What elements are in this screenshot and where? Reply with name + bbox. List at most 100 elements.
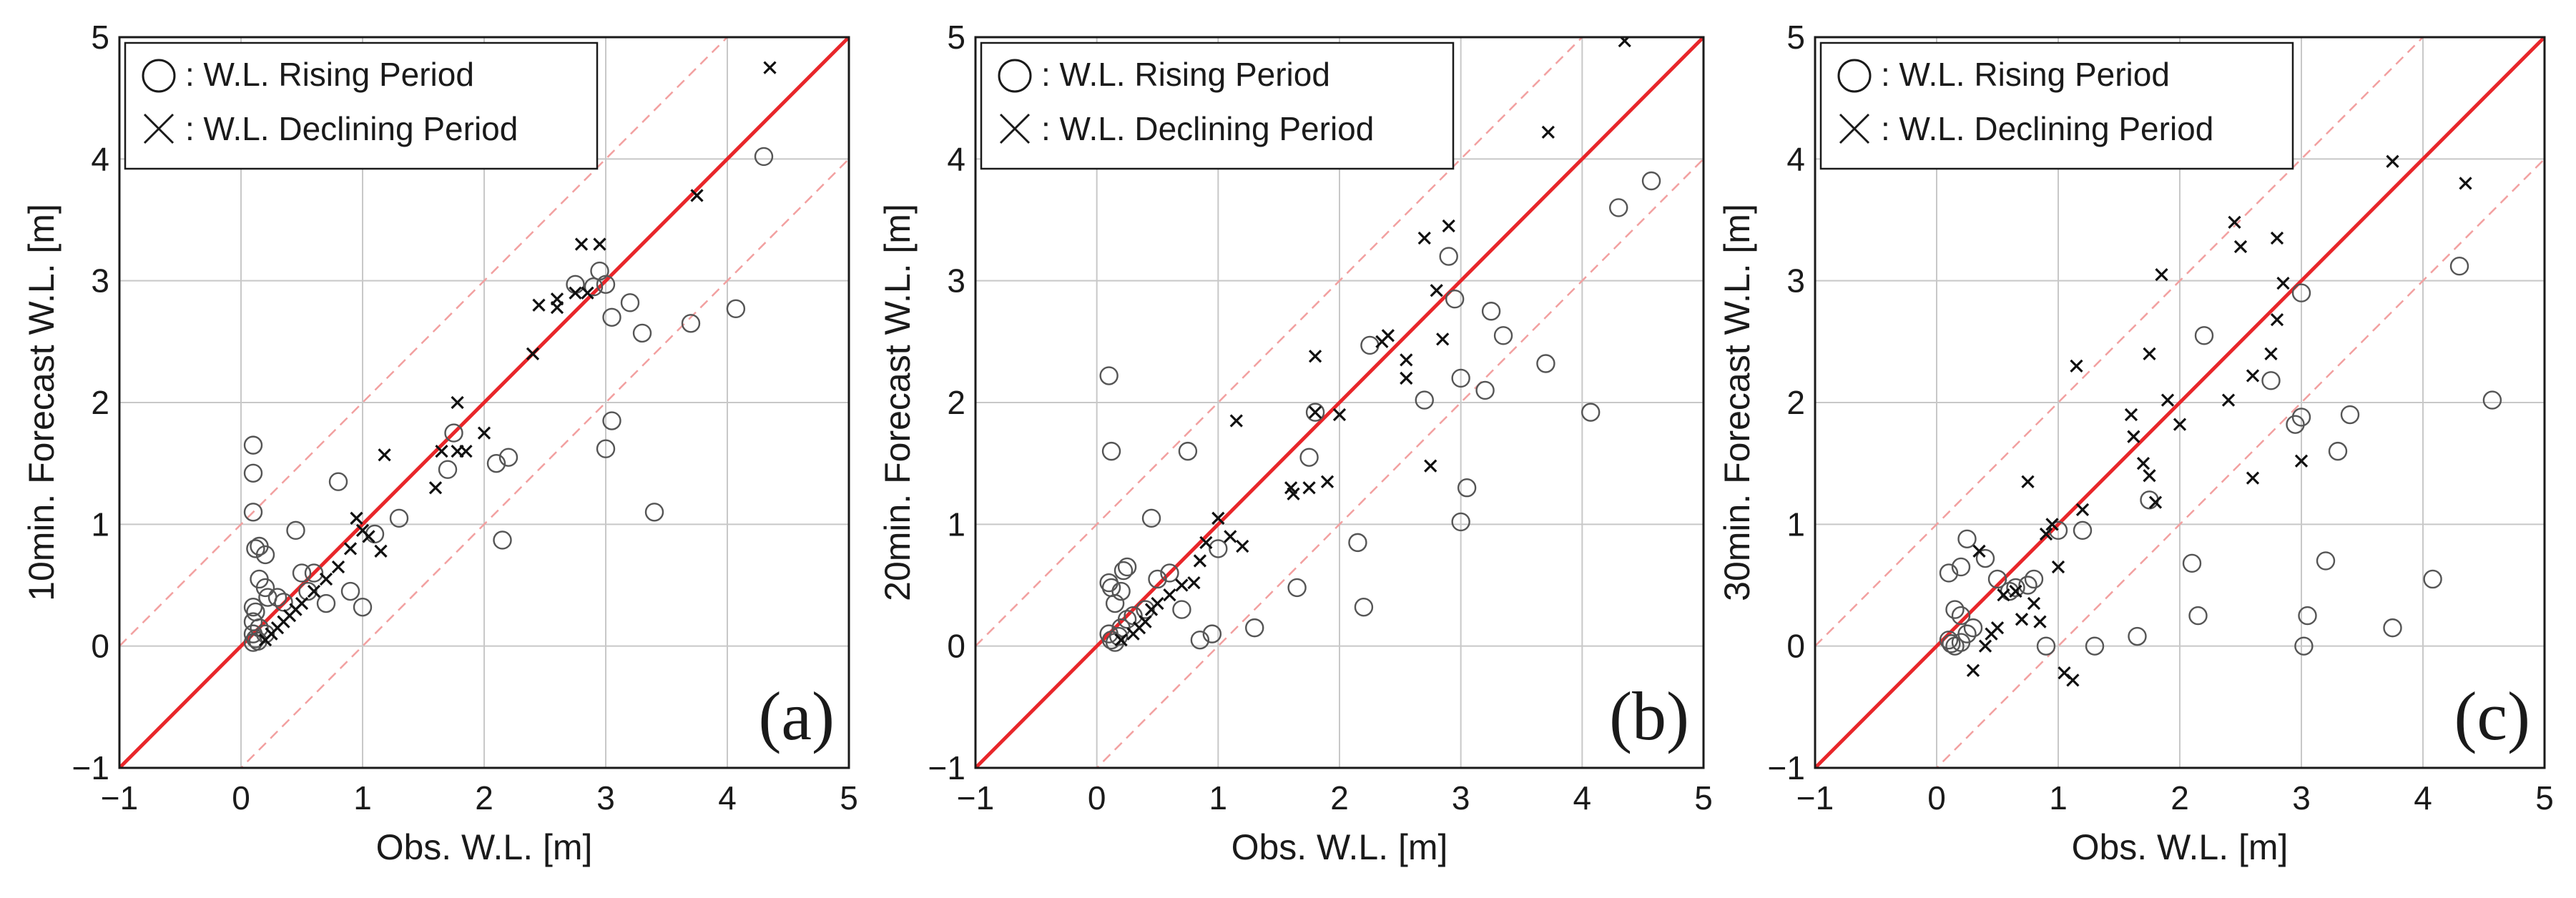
y-tick-label: 5 — [1786, 19, 1805, 56]
panel-label: (c) — [2454, 678, 2530, 754]
x-tick-label: 0 — [1088, 779, 1106, 816]
tick-labels: −1 0 1 2 3 4 5 −1 0 1 2 3 4 5 — [928, 19, 1713, 816]
data-point-rising — [340, 581, 360, 601]
x-axis-label: Obs. W.L. [m] — [1232, 827, 1448, 867]
x-tick-label: 5 — [1694, 779, 1713, 816]
data-point-declining — [2270, 313, 2284, 327]
data-point-rising — [243, 463, 263, 483]
x-tick-label: 5 — [2535, 779, 2554, 816]
series-declining — [1966, 154, 2472, 687]
series-rising — [1099, 171, 1661, 652]
x-tick-label: 1 — [2049, 779, 2068, 816]
data-point-rising — [1202, 624, 1222, 643]
data-point-declining — [1308, 350, 1322, 363]
y-tick-label: −1 — [928, 749, 965, 786]
data-point-declining — [550, 292, 564, 306]
data-point-declining — [2233, 240, 2248, 254]
data-point-declining — [307, 584, 321, 598]
data-point-rising — [2328, 441, 2348, 461]
data-point-declining — [2221, 393, 2236, 407]
panel-c: −1 0 1 2 3 4 5 −1 0 1 2 3 4 5 Obs. W.L. [m] 30min. Fore… — [1717, 19, 2554, 867]
data-point-rising — [2006, 578, 2025, 598]
legend-cross-marker — [1839, 113, 1870, 144]
data-point-rising — [1451, 512, 1470, 532]
reference-line-yx-1 — [240, 158, 849, 768]
legend-label-rising: : W.L. Rising Period — [1881, 56, 2170, 93]
data-point-rising — [1536, 354, 1555, 373]
data-point-rising — [2482, 390, 2502, 410]
y-tick-label: 1 — [1786, 505, 1805, 543]
data-point-declining — [2066, 674, 2080, 687]
data-point-declining — [1151, 596, 1164, 611]
data-point-declining — [1430, 284, 1443, 297]
data-point-rising — [1101, 441, 1121, 461]
data-point-rising — [304, 563, 324, 583]
data-point-declining — [1199, 536, 1213, 550]
data-point-declining — [435, 445, 448, 458]
data-point-declining — [2294, 454, 2309, 468]
data-point-declining — [2039, 527, 2053, 541]
data-point-declining — [2173, 418, 2187, 431]
data-point-declining — [428, 481, 443, 495]
data-point-declining — [1966, 663, 1980, 677]
data-point-declining — [2051, 560, 2065, 574]
reference-line-yx — [119, 37, 849, 768]
data-point-declining — [2033, 615, 2047, 628]
y-tick-label: −1 — [72, 749, 109, 786]
data-point-declining — [532, 298, 546, 312]
data-point-declining — [1417, 231, 1431, 245]
data-point-declining — [593, 237, 606, 251]
y-tick-label: 2 — [91, 384, 109, 421]
data-point-rising — [1105, 593, 1125, 613]
data-point-declining — [2070, 359, 2083, 373]
x-tick-label: 2 — [2171, 779, 2189, 816]
data-point-declining — [2143, 469, 2156, 483]
data-point-declining — [1163, 588, 1176, 602]
data-point-rising — [1178, 441, 1198, 461]
data-point-declining — [763, 61, 777, 74]
panel-a: −1 0 1 2 3 4 5 −1 0 1 2 3 4 5 Obs. W.L. [m] 10min. Fore… — [21, 19, 858, 867]
y-tick-label: 1 — [947, 505, 965, 543]
data-point-declining — [526, 347, 540, 360]
data-point-rising — [1945, 600, 1965, 619]
x-tick-label: 3 — [1452, 779, 1470, 816]
y-tick-label: 1 — [91, 505, 109, 543]
data-point-rising — [1445, 290, 1465, 309]
legend-label-declining: : W.L. Declining Period — [1041, 110, 1374, 147]
y-axis-label: 20min. Forecast W.L. [m] — [877, 204, 918, 601]
data-point-rising — [1963, 618, 1983, 638]
data-point-declining — [2459, 177, 2472, 190]
series-rising — [243, 147, 774, 652]
data-point-declining — [350, 511, 363, 525]
data-point-rising — [486, 453, 506, 473]
data-point-declining — [2127, 430, 2140, 443]
data-point-declining — [2143, 347, 2156, 360]
data-point-declining — [1175, 578, 1189, 592]
data-point-declining — [2246, 369, 2260, 383]
data-point-declining — [1997, 588, 2010, 602]
data-point-declining — [1424, 459, 1437, 473]
x-tick-label: 2 — [1330, 779, 1349, 816]
data-point-declining — [1541, 125, 1555, 139]
data-point-rising — [2316, 551, 2336, 571]
data-point-rising — [2036, 636, 2056, 656]
data-point-declining — [2009, 584, 2022, 598]
data-point-rising — [1136, 600, 1155, 619]
data-point-rising — [1117, 557, 1137, 577]
data-point-rising — [243, 435, 263, 455]
data-point-declining — [2276, 276, 2290, 290]
data-point-rising — [1581, 403, 1601, 422]
legend: : W.L. Rising Period: W.L. Declining Per… — [124, 41, 599, 170]
y-tick-label: 0 — [1786, 628, 1805, 665]
series-declining — [1114, 37, 1631, 647]
data-point-rising — [1348, 533, 1367, 553]
legend-circle-marker — [142, 59, 176, 93]
x-tick-label: −1 — [957, 779, 994, 816]
data-point-declining — [1139, 615, 1152, 628]
data-point-declining — [477, 426, 491, 440]
y-tick-label: 2 — [1786, 384, 1805, 421]
data-point-declining — [2075, 503, 2090, 517]
data-point-declining — [459, 445, 473, 458]
data-point-rising — [255, 578, 275, 598]
data-point-rising — [328, 472, 348, 491]
